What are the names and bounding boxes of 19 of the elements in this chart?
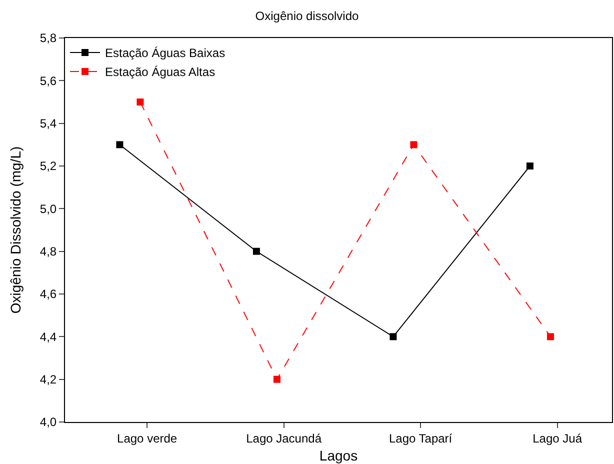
x-tick-label: Lago Jacundá <box>246 431 322 446</box>
chart-title: Oxigênio dissolvido <box>255 9 360 23</box>
y-tick-label: 4,8 <box>40 244 57 259</box>
y-tick-label: 4,6 <box>40 287 57 302</box>
y-tick-label: 5,0 <box>40 202 57 216</box>
y-axis-title: Oxigênio Dissolvido (mg/L) <box>8 146 24 314</box>
y-tick-label: 4,2 <box>40 372 57 387</box>
x-tick-label: Lago Juá <box>532 431 582 446</box>
y-tick-label: 5,8 <box>40 31 57 46</box>
y-tick-label: 4,4 <box>40 330 57 344</box>
x-axis-title: Lagos <box>319 448 358 464</box>
y-tick-label: 4,0 <box>40 415 57 430</box>
y-tick-label: 5,6 <box>40 74 57 88</box>
x-tick-label: Lago Taparí <box>388 431 453 446</box>
y-tick-label: 5,4 <box>40 116 57 131</box>
y-tick-label: 5,2 <box>40 159 57 174</box>
legend-label: Estação Águas Altas <box>105 65 216 80</box>
x-tick-label: Lago verde <box>117 431 178 446</box>
legend-label: Estação Águas Baixas <box>105 46 226 60</box>
